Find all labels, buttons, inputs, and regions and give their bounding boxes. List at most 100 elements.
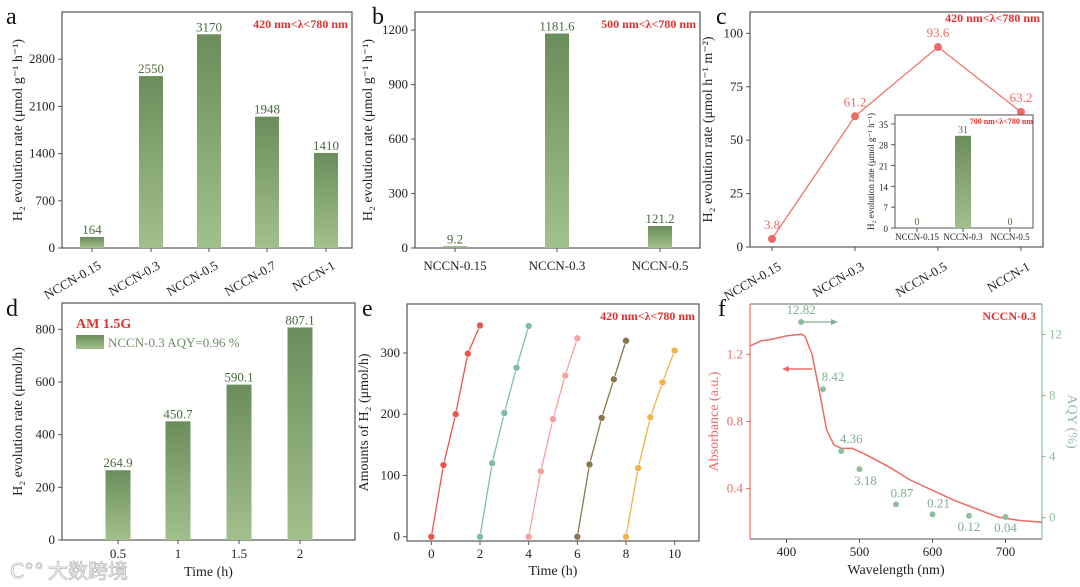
y-axis-title: H₂ evolution rate (μmol h⁻¹ m⁻²) bbox=[701, 36, 716, 222]
data-point bbox=[1017, 107, 1025, 116]
x-tick-label: 2 bbox=[297, 546, 304, 561]
aqy-point bbox=[966, 512, 972, 519]
aqy-point bbox=[838, 448, 845, 455]
cycle-series-3 bbox=[524, 334, 582, 541]
bar-value-label: 264.9 bbox=[103, 455, 132, 470]
x-tick-label: NCCN-0.15 bbox=[41, 258, 103, 303]
bar-value-label: 0 bbox=[1008, 217, 1013, 228]
bar bbox=[197, 34, 221, 248]
svg-text:大数跨境: 大数跨境 bbox=[48, 559, 128, 583]
y-tick-label: 200 bbox=[36, 479, 56, 494]
y-tick-label: 0 bbox=[737, 239, 744, 254]
x-tick-label: NCCN-0.5 bbox=[893, 259, 950, 300]
condition-annotation: 500 nm<λ<780 nm bbox=[601, 17, 696, 31]
data-point bbox=[464, 349, 472, 358]
x-tick-label: 0.5 bbox=[110, 546, 126, 561]
x-tick-label: 6 bbox=[574, 546, 581, 561]
data-point bbox=[549, 415, 557, 423]
panel-b-bar-chart: 0 300 600 900 1200 H₂ evolution rate (μmol g⁻… bbox=[361, 11, 701, 273]
data-point bbox=[622, 532, 630, 541]
data-point bbox=[512, 363, 521, 372]
x-tick-label: NCCN-0.3 bbox=[943, 232, 983, 242]
y-tick-label: 2100 bbox=[29, 98, 55, 113]
x-tick-label: 400 bbox=[777, 544, 797, 559]
aqy-value-label: 12.82 bbox=[786, 302, 815, 317]
bar-value-label: 2550 bbox=[138, 61, 164, 76]
bar-value-label: 9.2 bbox=[447, 231, 463, 246]
y-axis-title: Amounts of H₂ (μmol/h) bbox=[357, 353, 372, 491]
x-tick-label: NCCN-0.3 bbox=[810, 259, 867, 300]
data-point bbox=[646, 413, 655, 422]
y-tick-label: 400 bbox=[36, 427, 56, 442]
bar bbox=[287, 327, 313, 540]
plot-area bbox=[61, 302, 356, 541]
condition-annotation: 700 nm<λ<780 nm bbox=[970, 117, 1034, 126]
y-axis-title: H₂ evolution rate (μmol g⁻¹ h⁻¹) bbox=[866, 113, 876, 230]
y-tick-label: 300 bbox=[381, 345, 401, 360]
x-tick-label: 4 bbox=[525, 546, 532, 561]
bar bbox=[255, 116, 279, 248]
condition-annotation: 420 nm<λ<780 nm bbox=[600, 309, 695, 323]
x-tick-label: 10 bbox=[668, 546, 681, 561]
series-line bbox=[479, 325, 530, 537]
bar bbox=[955, 135, 971, 228]
series-line bbox=[625, 350, 676, 537]
aqy-value-label: 8.42 bbox=[822, 369, 845, 384]
plot-area bbox=[406, 303, 700, 542]
data-point bbox=[573, 334, 582, 343]
aqy-point bbox=[929, 511, 936, 518]
panel-label-f: f bbox=[718, 296, 726, 322]
bar-value-label: 3170 bbox=[196, 19, 222, 34]
x-tick-label: 1.5 bbox=[231, 546, 247, 561]
x-tick-label: 0 bbox=[428, 546, 435, 561]
point-value-label: 61.2 bbox=[844, 94, 867, 109]
data-point bbox=[524, 322, 533, 330]
x-tick-label: 700 bbox=[996, 544, 1016, 559]
bar-value-label: 1181.6 bbox=[539, 18, 575, 33]
watermark: C°° 大数跨境 bbox=[10, 559, 129, 584]
aqy-value-label: 3.18 bbox=[854, 473, 877, 488]
y-tick-label: 0 bbox=[402, 240, 409, 255]
y-tick-label: 700 bbox=[36, 193, 56, 208]
condition-annotation: 420 nm<λ<780 nm bbox=[945, 11, 1040, 25]
bar bbox=[443, 246, 467, 248]
y-tick-label: 2800 bbox=[29, 51, 55, 66]
y-tick-label: 0 bbox=[1049, 510, 1056, 525]
panel-label-d: d bbox=[6, 296, 18, 322]
cycle-series-5 bbox=[622, 346, 679, 541]
x-tick-label: 1 bbox=[175, 546, 182, 561]
x-axis-title: Time (h) bbox=[184, 565, 233, 580]
y-tick-label: 7 bbox=[884, 203, 889, 213]
y-tick-label: 4 bbox=[1049, 449, 1056, 464]
series-line bbox=[576, 340, 627, 537]
data-point bbox=[561, 371, 569, 380]
data-point bbox=[634, 464, 642, 472]
x-tick-label: 600 bbox=[923, 544, 943, 559]
y-tick-label: 600 bbox=[36, 374, 56, 389]
point-value-label: 63.2 bbox=[1010, 90, 1033, 105]
point-value-label: 93.6 bbox=[927, 25, 950, 40]
y-tick-label: 0.8 bbox=[727, 414, 743, 429]
bar-value-label: 0 bbox=[915, 217, 920, 228]
bar-value-label: 1948 bbox=[254, 102, 280, 117]
bar-value-label: 807.1 bbox=[285, 312, 314, 327]
bar bbox=[226, 384, 252, 540]
cycle-series-2 bbox=[476, 322, 533, 541]
bar-value-label: 121.2 bbox=[645, 211, 674, 226]
y-tick-label: 50 bbox=[730, 132, 743, 147]
y-axis-title: H₂ evolution rate (μmol g⁻¹ h⁻¹) bbox=[11, 39, 26, 221]
y-axis-title: AQY (%) bbox=[1064, 394, 1079, 449]
data-point bbox=[476, 321, 484, 330]
y-tick-label: 200 bbox=[381, 406, 401, 421]
y-tick-label: 100 bbox=[724, 25, 744, 40]
y-tick-label: 75 bbox=[730, 79, 743, 94]
y-tick-label: 100 bbox=[381, 467, 401, 482]
x-tick-label: NCCN-0.5 bbox=[632, 258, 689, 273]
condition-annotation: 420 nm<λ<780 nm bbox=[253, 17, 348, 31]
y-tick-label: 28 bbox=[879, 141, 889, 151]
x-tick-label: NCCN-0.15 bbox=[423, 258, 486, 273]
y-tick-label: 600 bbox=[389, 131, 409, 146]
x-tick-label: 2 bbox=[477, 546, 484, 561]
